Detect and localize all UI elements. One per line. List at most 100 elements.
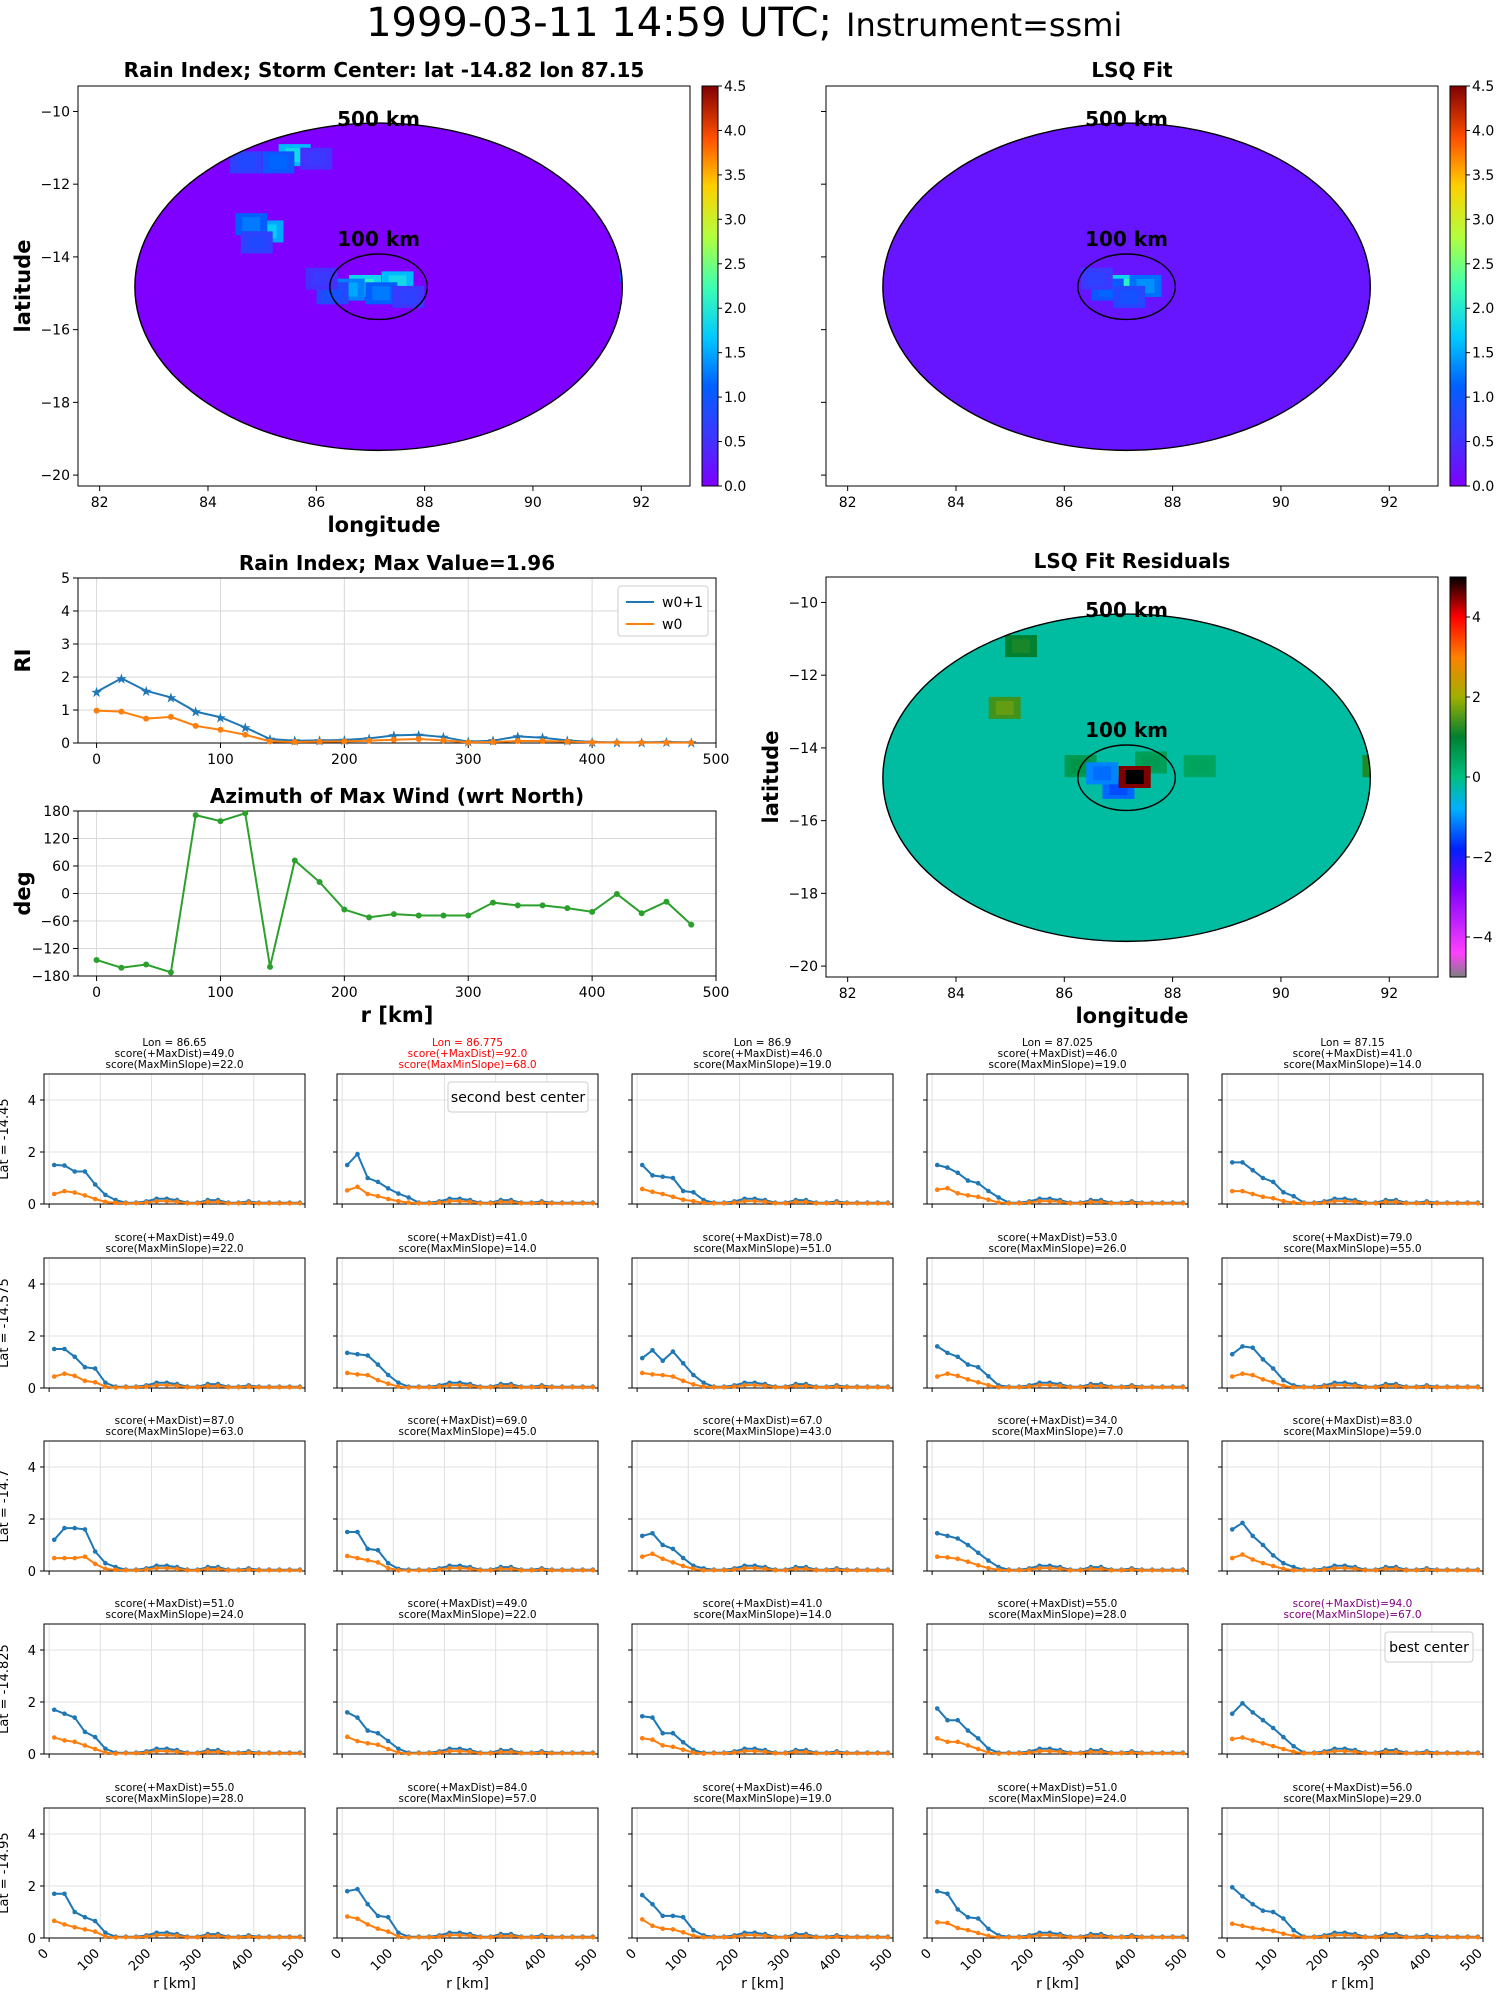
- data-point: [762, 1933, 768, 1939]
- data-point: [1281, 1190, 1286, 1195]
- x-tick-label: 300: [765, 1946, 793, 1974]
- x-tick-label: 82: [839, 495, 857, 511]
- data-point: [1270, 1909, 1276, 1915]
- line-panel-1: 0 100 200 300 400 500 0 1 2 3 4 5 Rain Index; Max Va…: [11, 551, 729, 768]
- field-patch-core: [1011, 639, 1030, 654]
- data-point: [1240, 1371, 1245, 1376]
- map-panel-2: 500 km 100 km 82 84 86 88 90 92 LSQ Fit 0.0 0.5 1.0…: [821, 58, 1494, 511]
- cell-title: score(+MaxDist)=46.0: [703, 1782, 823, 1794]
- data-point: [287, 1200, 292, 1206]
- data-point: [1098, 1749, 1104, 1755]
- data-point: [650, 1737, 655, 1742]
- colorbar-tick-label: 2.5: [1472, 257, 1494, 273]
- data-point: [1250, 1191, 1256, 1197]
- data-point: [934, 1162, 940, 1168]
- y-tick-label: 0: [28, 1565, 36, 1580]
- data-point: [660, 1358, 666, 1363]
- data-point: [691, 1750, 696, 1755]
- data-point: [1098, 1383, 1104, 1389]
- data-point: [1291, 1567, 1296, 1573]
- y-tick-label: 4: [28, 1094, 36, 1109]
- data-point: [691, 1372, 696, 1378]
- plot-area: [44, 1258, 305, 1388]
- data-point: [529, 1567, 534, 1573]
- grid-cell: score(+MaxDist)=83.0score(MaxMinSlope)=5…: [1218, 1415, 1484, 1575]
- data-point: [184, 1567, 190, 1573]
- x-tick-label: 500: [703, 752, 730, 768]
- data-point: [1362, 1750, 1368, 1756]
- data-point: [752, 1932, 758, 1938]
- field-patch-core: [399, 289, 418, 304]
- cell-title: score(+MaxDist)=55.0: [998, 1598, 1118, 1610]
- data-point: [1037, 1198, 1042, 1204]
- data-point: [437, 1567, 442, 1572]
- data-point: [195, 1750, 200, 1756]
- grid-cell: score(+MaxDist)=94.0score(MaxMinSlope)=6…: [1218, 1598, 1484, 1758]
- data-point: [945, 1739, 950, 1745]
- map-panel-1: 500 km 100 km 82 84 86 88 90 92 −20 −18 −16 −14 −12 −…: [11, 58, 746, 537]
- data-point: [793, 1383, 799, 1389]
- data-point: [975, 1562, 981, 1568]
- data-point: [721, 1567, 727, 1573]
- cell-title: score(MaxMinSlope)=19.0: [693, 1059, 831, 1071]
- data-point: ★: [115, 671, 128, 687]
- data-point: [1088, 1199, 1094, 1205]
- data-point: [477, 1567, 483, 1573]
- data-point: [164, 1748, 170, 1754]
- data-point: [1057, 1383, 1063, 1389]
- data-point: [184, 1384, 190, 1390]
- data-point: [246, 1567, 252, 1572]
- data-point: [123, 1384, 129, 1390]
- data-point: [1342, 1198, 1348, 1204]
- data-point: [854, 1200, 860, 1206]
- y-tick-label: 1: [61, 703, 70, 719]
- data-point: [518, 1934, 524, 1940]
- cell-title: score(MaxMinSlope)=29.0: [1283, 1793, 1421, 1805]
- plot-area: [927, 1624, 1188, 1754]
- axes-frame: [336, 1073, 599, 1205]
- colorbar-tick-label: 1.5: [724, 346, 746, 362]
- data-point: [1475, 1200, 1481, 1206]
- axes-frame: [336, 1257, 599, 1389]
- data-point: [670, 1560, 676, 1565]
- data-point: [1170, 1384, 1175, 1390]
- data-point: [639, 1355, 645, 1361]
- data-point: [164, 1198, 170, 1204]
- data-point: [965, 1193, 971, 1198]
- data-point: [1180, 1934, 1186, 1940]
- data-point: [1291, 1933, 1296, 1939]
- cell-title: score(MaxMinSlope)=24.0: [105, 1609, 243, 1621]
- data-point: [549, 1750, 555, 1756]
- data-point: [1291, 1749, 1296, 1755]
- ring-label-100km: 100 km: [1085, 227, 1168, 251]
- data-point: [813, 1750, 819, 1756]
- data-point: [467, 1566, 473, 1572]
- data-point: [1444, 1384, 1450, 1390]
- data-point: [72, 1739, 78, 1745]
- y-tick-label: 4: [28, 1828, 36, 1843]
- data-point: [1229, 1555, 1235, 1561]
- data-point: [589, 739, 596, 746]
- field-patch-core: [312, 271, 331, 286]
- x-tick-label: 82: [839, 986, 857, 1002]
- data-point: [680, 1378, 686, 1384]
- data-point: [51, 1555, 57, 1561]
- data-point: [92, 1929, 98, 1934]
- grid-cell: score(+MaxDist)=49.0score(MaxMinSlope)=2…: [333, 1598, 599, 1758]
- data-point: [701, 1200, 706, 1206]
- data-point: [344, 1914, 350, 1919]
- data-point: [355, 1529, 360, 1535]
- data-point: [639, 1714, 645, 1719]
- plot-area: [632, 1441, 893, 1571]
- data-point: [1078, 1384, 1083, 1390]
- data-point: [813, 1567, 819, 1573]
- data-point: [1322, 1384, 1327, 1389]
- x-tick-label: 300: [455, 752, 482, 768]
- data-point: [457, 1198, 463, 1204]
- data-point: [955, 1190, 961, 1196]
- data-point: [650, 1715, 655, 1720]
- panel-title: LSQ Fit Residuals: [1034, 549, 1231, 573]
- data-point: [1301, 1750, 1307, 1756]
- data-point: [1301, 1934, 1307, 1940]
- data-point: [955, 1925, 961, 1931]
